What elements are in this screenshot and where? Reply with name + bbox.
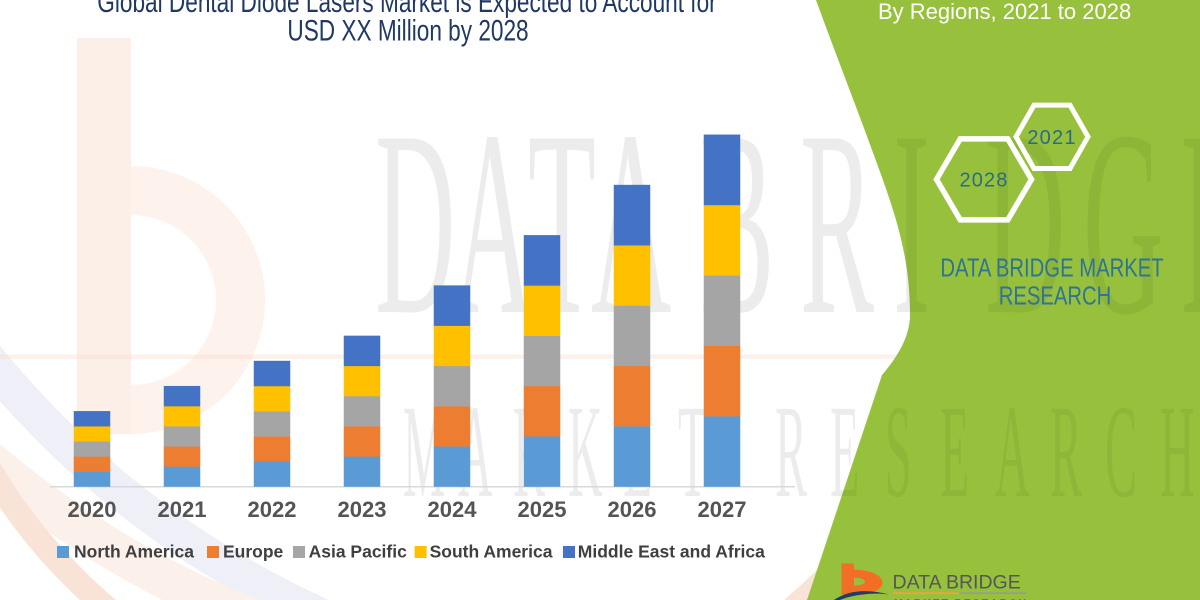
svg-text:2022: 2022 bbox=[248, 497, 297, 522]
svg-text:2025: 2025 bbox=[518, 497, 567, 522]
svg-text:Asia Pacific: Asia Pacific bbox=[309, 542, 408, 562]
svg-text:2020: 2020 bbox=[68, 497, 117, 522]
svg-text:Middle East and Africa: Middle East and Africa bbox=[578, 542, 765, 562]
svg-text:DATA BRIDGE: DATA BRIDGE bbox=[893, 572, 1021, 594]
svg-text:Global Dental Diode Lasers Mar: Global Dental Diode Lasers Market is Exp… bbox=[97, 0, 717, 19]
svg-text:2026: 2026 bbox=[608, 497, 657, 522]
svg-text:North America: North America bbox=[74, 542, 194, 562]
svg-text:MARKET RESEARCH: MARKET RESEARCH bbox=[894, 597, 1028, 600]
svg-text:2028: 2028 bbox=[960, 169, 1009, 191]
svg-text:By Regions, 2021 to 2028: By Regions, 2021 to 2028 bbox=[878, 0, 1131, 24]
svg-text:USD XX Million by 2028: USD XX Million by 2028 bbox=[287, 13, 528, 47]
svg-text:RESEARCH: RESEARCH bbox=[999, 281, 1112, 310]
svg-text:Europe: Europe bbox=[223, 542, 284, 562]
svg-text:2023: 2023 bbox=[338, 497, 387, 522]
svg-text:2021: 2021 bbox=[1027, 127, 1076, 149]
svg-text:2027: 2027 bbox=[698, 497, 747, 522]
svg-text:South America: South America bbox=[430, 542, 553, 562]
svg-text:2021: 2021 bbox=[158, 497, 207, 522]
svg-text:2024: 2024 bbox=[428, 497, 478, 522]
svg-text:DATA BRIDGE MARKET: DATA BRIDGE MARKET bbox=[940, 253, 1163, 282]
